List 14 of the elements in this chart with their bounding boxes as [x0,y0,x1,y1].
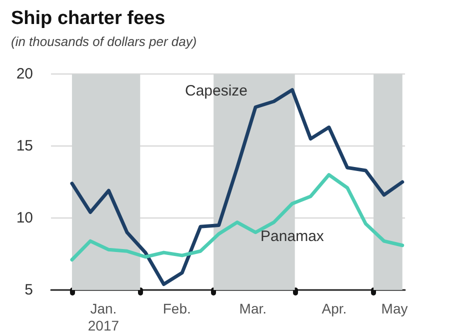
x-tick-label: May [381,300,408,316]
chart-subtitle: (in thousands of dollars per day) [11,34,197,49]
y-tick-label: 20 [16,66,33,82]
series-label: Panamax [260,228,324,246]
x-tick-label: Mar. [239,300,267,316]
x-tick-label: Jan. 2017 [88,300,120,334]
y-tick-label: 5 [24,282,33,298]
y-tick-label: 10 [16,210,33,226]
line-series [70,173,404,262]
series-label: Capesize [184,82,248,100]
x-tick-label: Apr. [322,300,347,316]
x-tick-label: Feb. [162,300,191,316]
chart-title: Ship charter fees [11,8,166,29]
y-tick-label: 15 [16,138,33,154]
